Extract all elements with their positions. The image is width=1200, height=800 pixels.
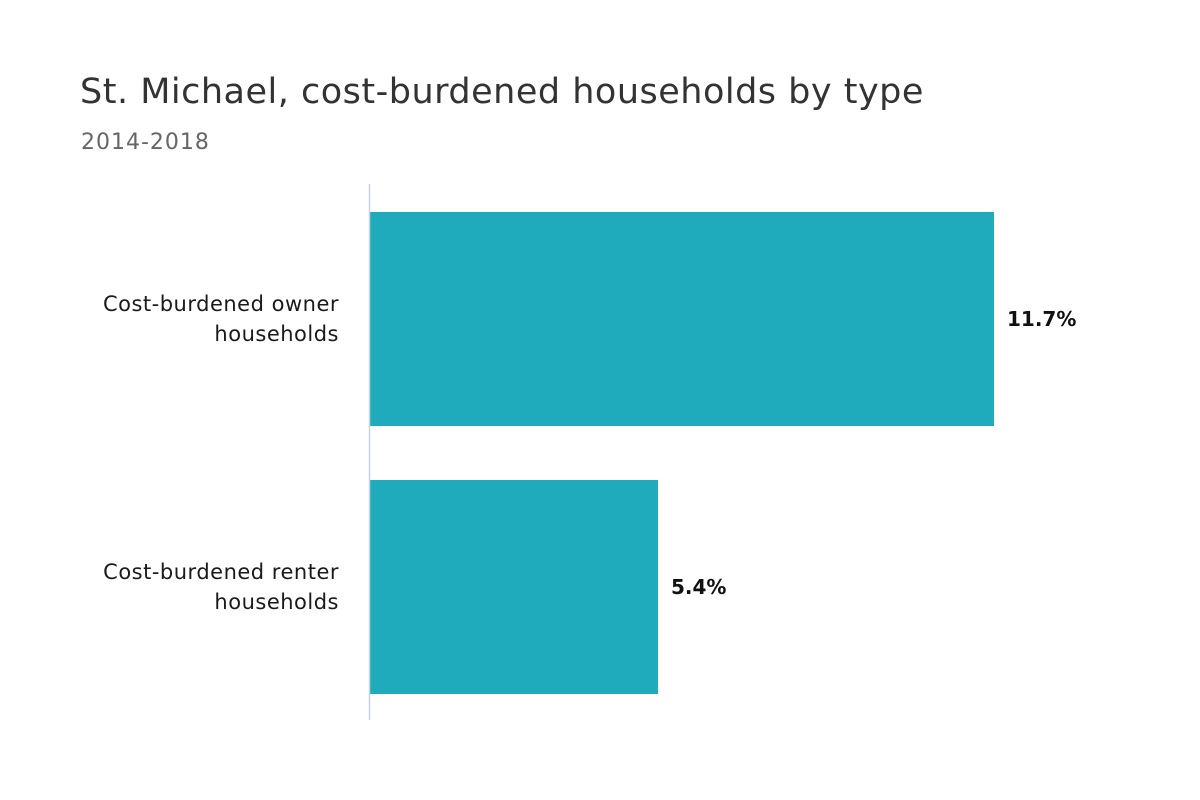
- bars-group: [370, 212, 994, 694]
- category-label-line: Cost-burdened renter: [103, 560, 339, 584]
- category-label-line: Cost-burdened owner: [103, 292, 339, 316]
- category-label-1: Cost-burdened renter households: [103, 560, 339, 614]
- category-label-0: Cost-burdened owner households: [103, 292, 339, 346]
- value-label-0: 11.7%: [1007, 307, 1076, 331]
- chart-subtitle: 2014-2018: [81, 130, 210, 155]
- chart-title: St. Michael, cost-burdened households by…: [80, 72, 924, 112]
- bar-0: [370, 212, 994, 426]
- value-label-1: 5.4%: [671, 575, 726, 599]
- bar-1: [370, 480, 658, 694]
- category-labels-group: Cost-burdened owner householdsCost-burden…: [103, 292, 339, 614]
- value-labels-group: 11.7% 5.4%: [671, 307, 1076, 599]
- category-label-line: households: [214, 322, 339, 346]
- category-label-line: households: [214, 590, 339, 614]
